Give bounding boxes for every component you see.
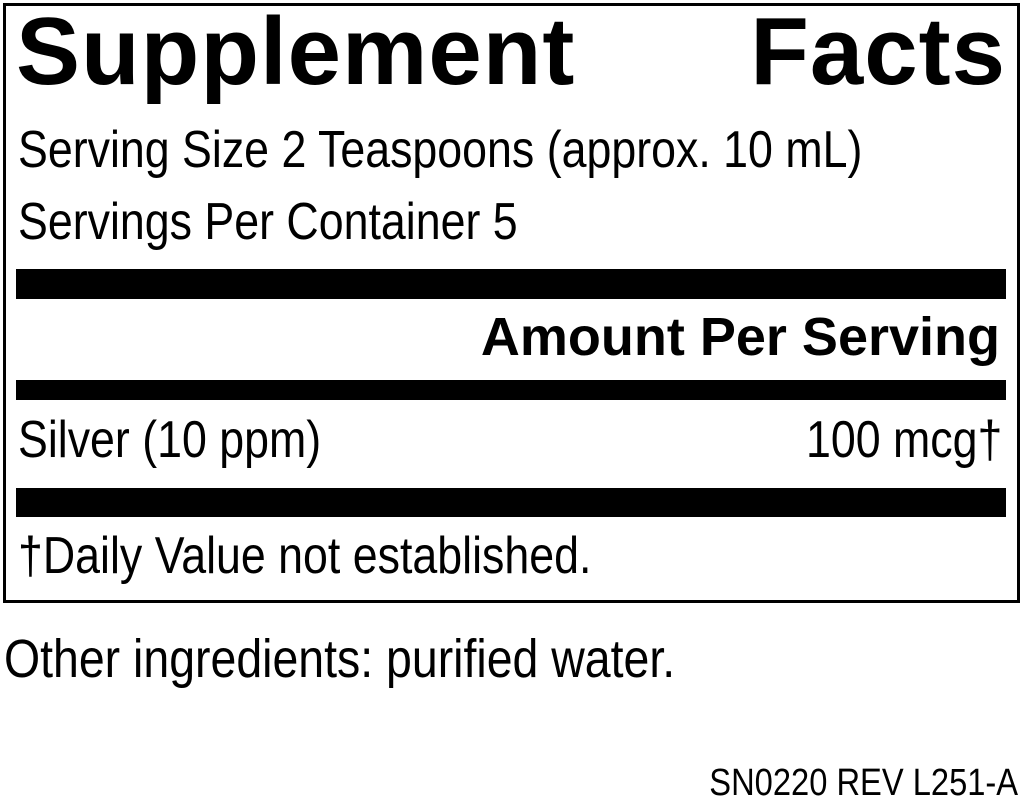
title-word: Facts: [750, 0, 1006, 105]
amount-per-serving-header: Amount Per Serving: [480, 307, 1000, 367]
panel-title: Supplement Facts: [16, 4, 1006, 100]
nutrient-name: Silver (10 ppm): [18, 411, 322, 469]
label-code: SN0220 REV L251-A: [709, 762, 1018, 804]
divider: [16, 380, 1006, 400]
supplement-facts-panel: [3, 3, 1020, 603]
serving-size: Serving Size 2 Teaspoons (approx. 10 mL): [18, 121, 863, 179]
other-ingredients: Other ingredients: purified water.: [4, 629, 676, 689]
title-word: Supplement: [16, 0, 576, 105]
divider-thick: [16, 488, 1006, 517]
divider-thick: [16, 269, 1006, 299]
servings-per-container: Servings Per Container 5: [18, 193, 518, 251]
nutrient-amount: 100 mcg†: [805, 411, 1002, 469]
footnote: †Daily Value not established.: [18, 527, 592, 585]
